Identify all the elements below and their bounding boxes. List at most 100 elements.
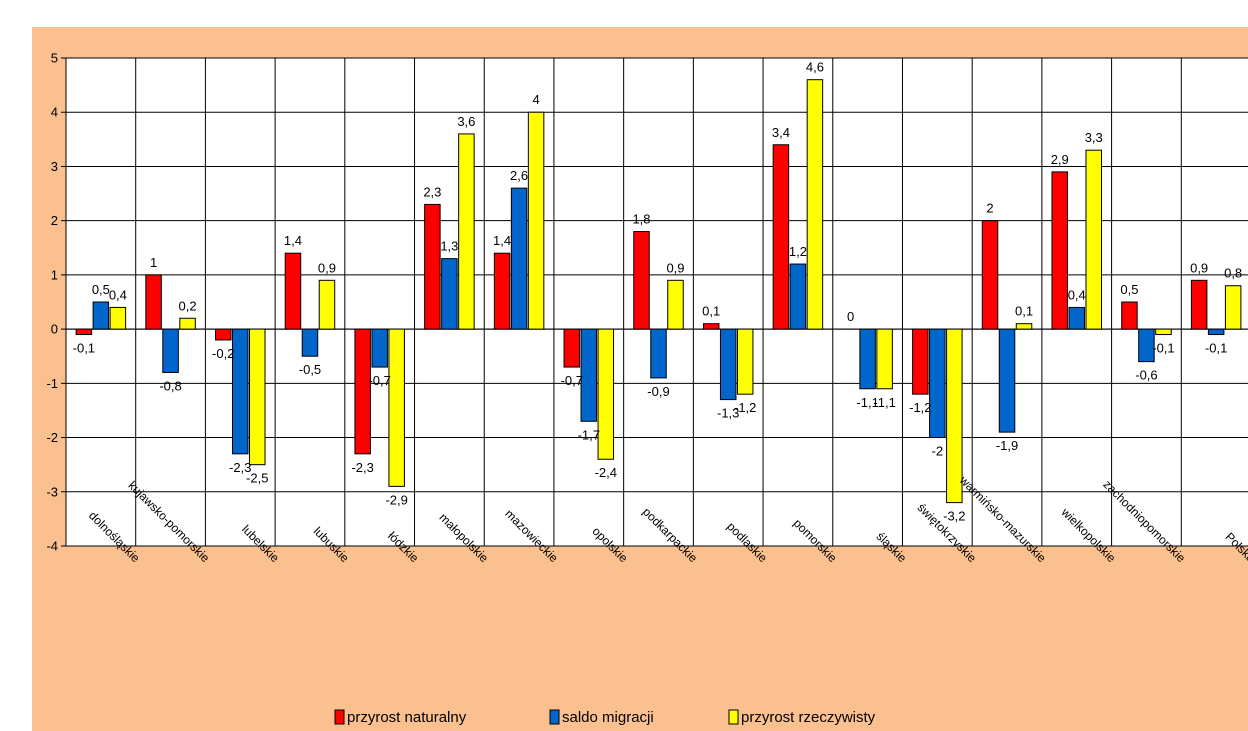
data-label: 0,1 bbox=[1015, 304, 1033, 319]
bar-migracji bbox=[1068, 306, 1085, 330]
data-label: 3,4 bbox=[772, 125, 790, 140]
data-label: 1 bbox=[150, 255, 157, 270]
bar-naturalny bbox=[493, 252, 511, 330]
bar-migracji bbox=[650, 328, 667, 379]
plot-border bbox=[65, 57, 1248, 547]
data-label: 0,2 bbox=[179, 298, 197, 313]
data-label: 0,8 bbox=[1224, 266, 1242, 281]
legend-swatch bbox=[334, 709, 345, 725]
data-label: -0,7 bbox=[561, 373, 583, 388]
data-label: 3,6 bbox=[457, 114, 475, 129]
bar-naturalny bbox=[912, 328, 929, 395]
bar-rzeczywisty bbox=[597, 328, 615, 460]
bar-rzeczywisty bbox=[667, 279, 684, 330]
data-label: -0,1 bbox=[1152, 341, 1174, 356]
bar-rzeczywisty bbox=[1155, 328, 1172, 336]
bar-rzeczywisty bbox=[1224, 285, 1242, 330]
data-label: -0,1 bbox=[1205, 341, 1227, 356]
bar-rzeczywisty bbox=[946, 328, 963, 504]
y-axis: -4 -3 -2 -1 0 1 2 3 4 5 bbox=[46, 51, 66, 554]
bar-migracji bbox=[301, 328, 319, 357]
bar-naturalny bbox=[215, 328, 232, 341]
data-label: 0 bbox=[847, 309, 854, 324]
bar-migracji bbox=[371, 328, 388, 368]
bar-rzeczywisty bbox=[458, 133, 475, 330]
bar-rzeczywisty bbox=[179, 317, 196, 330]
data-label: 0,1 bbox=[702, 304, 720, 319]
data-label: 1,4 bbox=[493, 233, 511, 248]
bar-migracji bbox=[510, 187, 528, 330]
bar-rzeczywisty bbox=[876, 328, 893, 390]
data-label: -0,6 bbox=[1135, 368, 1157, 383]
bar-migracji bbox=[162, 328, 179, 373]
bar-migracji bbox=[789, 263, 807, 330]
bar-chart: -0,10,50,41-0,80,2-0,2-2,3-2,51,4-0,50,9… bbox=[46, 51, 1248, 726]
data-label: -2,9 bbox=[385, 492, 407, 507]
data-label: 2,9 bbox=[1051, 152, 1069, 167]
bar-migracji bbox=[929, 328, 946, 439]
bar-migracji bbox=[232, 328, 249, 455]
bar-migracji bbox=[998, 328, 1016, 433]
y-tick-label: -3 bbox=[46, 484, 58, 499]
data-label: -2,3 bbox=[229, 460, 251, 475]
data-label: -0,2 bbox=[212, 346, 234, 361]
bar-rzeczywisty bbox=[109, 306, 127, 330]
bar-migracji bbox=[580, 328, 598, 422]
legend-label: przyrost rzeczywisty bbox=[741, 709, 876, 726]
bar-migracji bbox=[859, 328, 876, 390]
bar-rzeczywisty bbox=[736, 328, 754, 395]
legend-label: saldo migracji bbox=[562, 709, 654, 726]
bar-naturalny bbox=[354, 328, 371, 455]
data-label: 0,9 bbox=[1190, 260, 1208, 275]
bar-naturalny bbox=[702, 323, 720, 330]
bar-migracji bbox=[1207, 328, 1225, 336]
data-label: 1,2 bbox=[789, 244, 807, 259]
bar-rzeczywisty bbox=[318, 279, 336, 330]
data-labels: -0,10,50,41-0,80,2-0,2-2,3-2,51,4-0,50,9… bbox=[73, 60, 1243, 524]
bar-naturalny bbox=[145, 274, 162, 330]
bar-naturalny bbox=[772, 144, 790, 330]
bar-rzeczywisty bbox=[1085, 149, 1102, 330]
data-label: 2,3 bbox=[423, 184, 441, 199]
bar-migracji bbox=[719, 328, 737, 401]
data-label: -3,2 bbox=[943, 509, 965, 524]
data-label: -1,1 bbox=[873, 395, 895, 410]
data-label: 0,4 bbox=[109, 287, 127, 302]
bars bbox=[75, 79, 1242, 504]
data-label: -0,5 bbox=[299, 362, 321, 377]
data-label: -2,5 bbox=[246, 471, 268, 486]
data-label: -2 bbox=[932, 444, 944, 459]
data-label: 1,3 bbox=[440, 239, 458, 254]
bar-naturalny bbox=[1190, 279, 1208, 330]
data-label: -1,9 bbox=[996, 438, 1018, 453]
bar-migracji bbox=[92, 301, 110, 330]
bar-rzeczywisty bbox=[249, 328, 266, 466]
y-tick-label: 5 bbox=[51, 51, 58, 66]
bar-naturalny bbox=[1121, 301, 1138, 330]
legend-swatch bbox=[549, 709, 560, 725]
bar-rzeczywisty bbox=[806, 79, 824, 330]
data-label: -1,2 bbox=[734, 400, 756, 415]
bar-migracji bbox=[441, 258, 458, 330]
chart-area: -0,1 0,5 0,4 1 -0,8 0,2 -0,2 -2,3 -2,5 1,4 -0,5 0,9… bbox=[32, 27, 1248, 731]
data-label: -2,3 bbox=[351, 460, 373, 475]
bar-naturalny bbox=[424, 203, 441, 330]
bar-naturalny bbox=[563, 328, 581, 368]
data-label: -0,8 bbox=[159, 378, 181, 393]
y-tick-label: 1 bbox=[51, 267, 58, 282]
bar-naturalny bbox=[75, 328, 93, 336]
data-label: 2 bbox=[986, 201, 993, 216]
data-label: -0,1 bbox=[73, 341, 95, 356]
data-label: 0,4 bbox=[1068, 287, 1086, 302]
data-label: 0,5 bbox=[92, 282, 110, 297]
legend-swatch bbox=[728, 709, 739, 725]
data-label: 0,9 bbox=[666, 260, 684, 275]
data-label: 4,6 bbox=[806, 60, 824, 75]
bar-naturalny bbox=[284, 252, 302, 330]
y-tick-label: -2 bbox=[46, 430, 58, 445]
y-tick-label: 0 bbox=[51, 322, 58, 337]
data-label: -1,7 bbox=[578, 427, 600, 442]
data-label: -0,7 bbox=[368, 373, 390, 388]
data-label: 0,5 bbox=[1120, 282, 1138, 297]
y-tick-label: -1 bbox=[46, 376, 58, 391]
